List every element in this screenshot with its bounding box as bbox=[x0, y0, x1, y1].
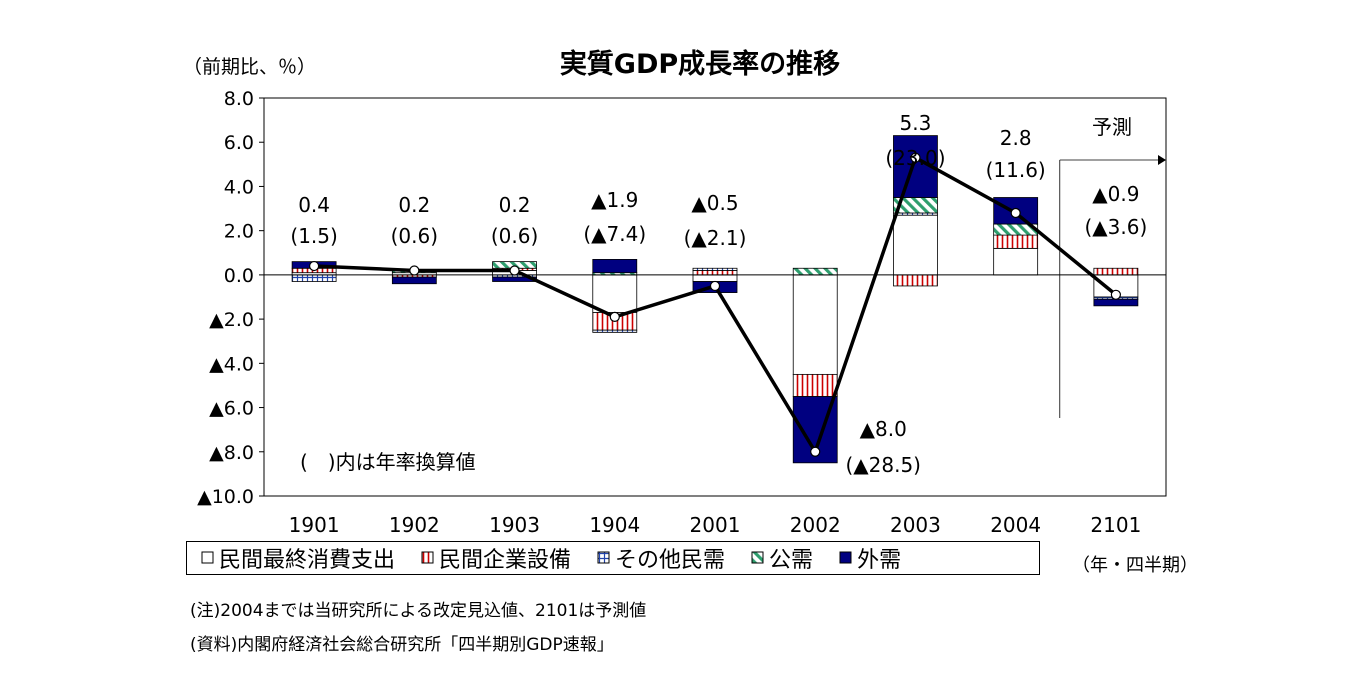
data-label-quarterly: ▲0.5 bbox=[691, 191, 738, 215]
legend-item-investment: 民間企業設備 bbox=[421, 542, 571, 574]
data-label-annualized: (23.0) bbox=[885, 146, 945, 170]
x-tick-label: 1901 bbox=[289, 513, 340, 537]
bar-investment bbox=[893, 274, 938, 287]
x-axis-unit: （年・四半期） bbox=[1072, 555, 1198, 576]
legend-label-other-private: その他民需 bbox=[615, 548, 726, 573]
source-text: (資料)内閣府経済社会総合研究所「四半期別GDP速報」 bbox=[190, 635, 614, 655]
gdp-growth-point bbox=[709, 280, 721, 292]
forecast-label: 予測 bbox=[1092, 115, 1132, 139]
data-label-quarterly: ▲1.9 bbox=[591, 188, 638, 212]
legend-swatch-investment bbox=[421, 551, 434, 564]
plot-frame bbox=[263, 97, 1167, 497]
gdp-growth-point bbox=[409, 265, 420, 276]
note-text: (注)2004までは当研究所による改定見込値、2101は予測値 bbox=[190, 601, 647, 621]
y-tick-label: ▲6.0 bbox=[209, 398, 254, 420]
bar-investment bbox=[792, 373, 838, 397]
legend-item-other-private: その他民需 bbox=[597, 542, 725, 574]
x-tick-label: 1903 bbox=[489, 513, 540, 537]
legend-item-consumption: 民間最終消費支出 bbox=[201, 542, 395, 574]
bar-external bbox=[592, 259, 638, 274]
data-label-quarterly: 0.4 bbox=[298, 193, 330, 217]
bar-external bbox=[1093, 298, 1139, 307]
bar-investment bbox=[993, 234, 1039, 249]
bar-other-private bbox=[291, 274, 337, 282]
y-axis-label: （前期比、％） bbox=[183, 56, 317, 78]
bar-public bbox=[792, 267, 838, 276]
legend-label-public: 公需 bbox=[769, 548, 814, 573]
data-label-quarterly: ▲0.9 bbox=[1092, 182, 1139, 206]
chart-legend: 民間最終消費支出 民間企業設備 その他民需 公需 外需 bbox=[186, 541, 1040, 575]
x-tick-label: 2101 bbox=[1090, 513, 1141, 537]
y-tick-label: 6.0 bbox=[224, 132, 254, 154]
gdp-growth-point bbox=[1010, 207, 1021, 219]
y-tick-label: 0.0 bbox=[224, 265, 254, 287]
bar-investment bbox=[1093, 267, 1139, 276]
bar-other-private bbox=[592, 329, 638, 333]
y-tick-label: 8.0 bbox=[224, 88, 254, 110]
data-label-annualized: (0.6) bbox=[491, 224, 538, 248]
x-tick-label: 1902 bbox=[389, 513, 440, 537]
bar-investment bbox=[692, 270, 738, 276]
x-tick-label: 2002 bbox=[790, 513, 841, 537]
data-label-annualized: (▲3.6) bbox=[1084, 215, 1147, 239]
data-label-annualized: (▲28.5) bbox=[845, 453, 921, 477]
annualized-note: ( )内は年率換算値 bbox=[300, 450, 476, 474]
gdp-growth-point bbox=[509, 265, 520, 276]
legend-label-consumption: 民間最終消費支出 bbox=[219, 548, 396, 573]
gdp-growth-point bbox=[910, 152, 921, 163]
x-tick-label: 1904 bbox=[589, 513, 640, 537]
chart-title: 実質GDP成長率の推移 bbox=[559, 49, 841, 80]
legend-swatch-other-private bbox=[597, 551, 610, 564]
data-label-annualized: (11.6) bbox=[986, 158, 1046, 182]
gdp-growth-point bbox=[309, 260, 320, 272]
bar-consumption bbox=[692, 274, 738, 282]
bar-consumption bbox=[993, 247, 1039, 276]
data-label-quarterly: 5.3 bbox=[900, 111, 932, 135]
y-tick-label: ▲4.0 bbox=[209, 353, 254, 375]
forecast-arrow-head bbox=[1158, 155, 1166, 165]
gdp-growth-point bbox=[810, 446, 821, 457]
data-label-quarterly: 2.8 bbox=[1000, 126, 1032, 150]
bar-consumption bbox=[893, 214, 938, 276]
bar-other-private bbox=[692, 267, 738, 271]
y-tick-label: 2.0 bbox=[224, 221, 254, 243]
data-label-annualized: (1.5) bbox=[290, 224, 337, 248]
legend-label-investment: 民間企業設備 bbox=[439, 548, 572, 573]
legend-item-public: 公需 bbox=[751, 542, 813, 574]
bar-external bbox=[391, 276, 437, 285]
data-label-annualized: (▲2.1) bbox=[684, 226, 747, 250]
x-tick-label: 2003 bbox=[890, 513, 941, 537]
y-tick-label: ▲8.0 bbox=[209, 442, 254, 464]
bar-consumption bbox=[792, 274, 838, 375]
data-label-quarterly: ▲8.0 bbox=[860, 417, 907, 441]
y-tick-label: ▲2.0 bbox=[209, 309, 254, 331]
legend-item-external: 外需 bbox=[839, 542, 901, 574]
legend-label-external: 外需 bbox=[857, 548, 902, 573]
legend-swatch-public bbox=[751, 551, 764, 564]
y-tick-label: 4.0 bbox=[224, 176, 254, 198]
legend-swatch-consumption bbox=[201, 551, 214, 564]
bar-consumption bbox=[592, 274, 638, 313]
data-label-annualized: (▲7.4) bbox=[583, 222, 646, 246]
y-tick-label: ▲10.0 bbox=[197, 486, 254, 508]
legend-swatch-external bbox=[839, 551, 852, 564]
x-tick-label: 2004 bbox=[990, 513, 1041, 537]
data-label-annualized: (0.6) bbox=[391, 224, 438, 248]
gdp-growth-point bbox=[609, 311, 620, 322]
x-tick-label: 2001 bbox=[690, 513, 741, 537]
data-label-quarterly: 0.2 bbox=[499, 193, 531, 217]
data-label-quarterly: 0.2 bbox=[398, 193, 430, 217]
gdp-chart: 8.0 6.0 4.0 2.0 0.0 ▲2.0 ▲4.0 ▲6.0 ▲8.0 ▲10.0 予測 19… bbox=[197, 88, 1167, 537]
gdp-growth-point bbox=[1110, 289, 1121, 300]
